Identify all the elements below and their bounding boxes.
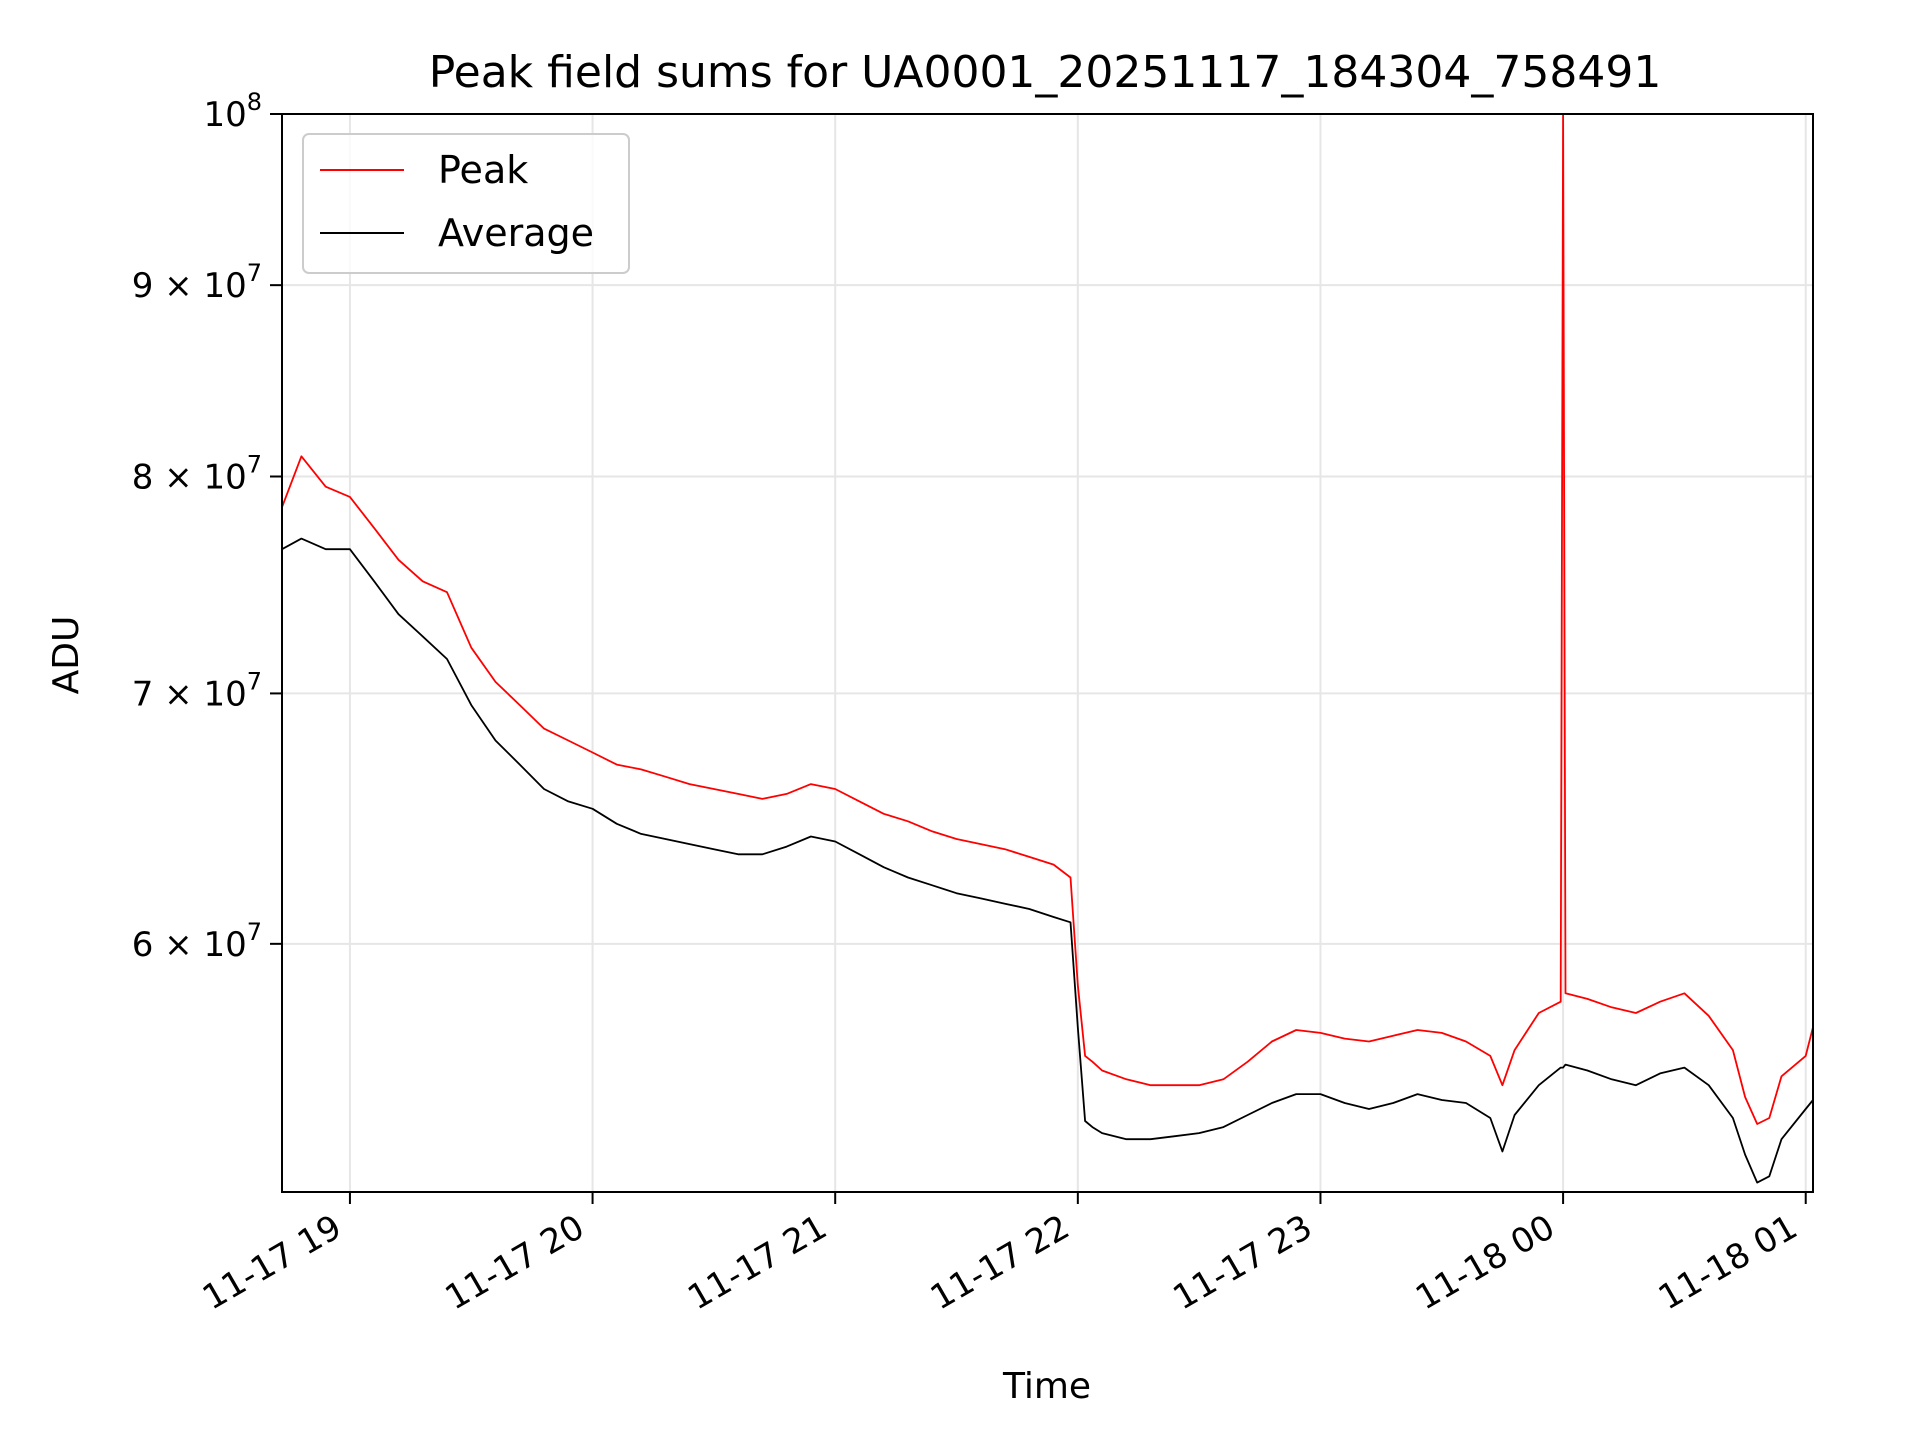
plot-frame [281,113,1814,1193]
x-axis-label: Time [1002,1366,1091,1407]
y-tick-label: 6 × 107 [132,918,262,965]
peak-line [281,113,1814,1125]
plot-background [282,114,1813,1192]
y-axis-label: ADU [46,616,87,695]
y-tick-label: 9 × 107 [132,259,262,306]
legend-peak-label: Peak [438,148,528,192]
average-line [281,537,1814,1184]
legend: Peak Average [302,133,630,274]
y-tick-label: 8 × 107 [132,450,262,497]
chart-title: Peak field sums for UA0001_20251117_1843… [429,47,1662,98]
y-tick-label: 108 [203,88,262,135]
y-tick-label: 7 × 107 [132,667,262,714]
y-axis-ticks: 6 × 107 7 × 107 8 × 107 9 × 107 108 [132,88,282,965]
series-lines [281,113,1814,1184]
legend-average-label: Average [438,211,594,255]
legend-box [302,133,630,274]
